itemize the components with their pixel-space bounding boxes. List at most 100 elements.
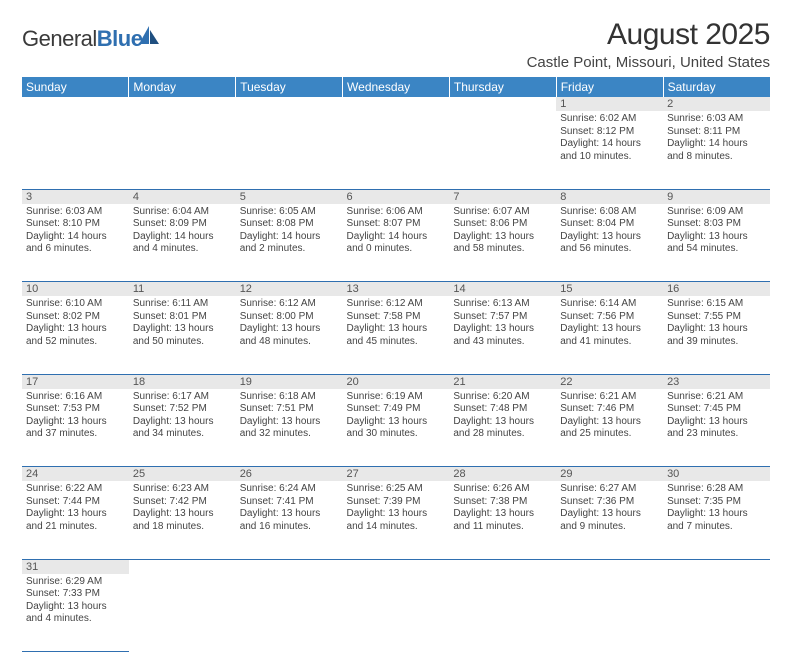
day-number-cell: 9	[663, 189, 770, 204]
sunrise-text: Sunrise: 6:27 AM	[560, 483, 659, 496]
day-number-cell: 16	[663, 282, 770, 297]
sunset-text: Sunset: 7:33 PM	[26, 588, 125, 601]
sunset-text: Sunset: 7:56 PM	[560, 311, 659, 324]
daylight-text: Daylight: 13 hours and 37 minutes.	[26, 416, 125, 441]
sunrise-text: Sunrise: 6:23 AM	[133, 483, 232, 496]
day-detail-cell	[129, 111, 236, 189]
day-number-cell: 5	[236, 189, 343, 204]
logo-text: GeneralBlue	[22, 26, 142, 52]
daylight-text: Daylight: 14 hours and 6 minutes.	[26, 231, 125, 256]
daylight-text: Daylight: 13 hours and 58 minutes.	[453, 231, 552, 256]
sunset-text: Sunset: 7:58 PM	[347, 311, 446, 324]
day-number-cell: 24	[22, 467, 129, 482]
day-number-cell	[129, 97, 236, 111]
day-number-cell: 26	[236, 467, 343, 482]
day-number-cell	[343, 559, 450, 574]
daylight-text: Daylight: 13 hours and 48 minutes.	[240, 323, 339, 348]
day-header: Tuesday	[236, 77, 343, 97]
day-number-cell: 14	[449, 282, 556, 297]
day-number-cell	[556, 559, 663, 574]
day-number-cell: 20	[343, 374, 450, 389]
daylight-text: Daylight: 14 hours and 2 minutes.	[240, 231, 339, 256]
sunrise-text: Sunrise: 6:13 AM	[453, 298, 552, 311]
daylight-text: Daylight: 13 hours and 14 minutes.	[347, 508, 446, 533]
day-number-cell: 4	[129, 189, 236, 204]
week-detail-row: Sunrise: 6:16 AMSunset: 7:53 PMDaylight:…	[22, 389, 770, 467]
day-number-cell: 17	[22, 374, 129, 389]
week-daynum-row: 31	[22, 559, 770, 574]
day-detail-cell: Sunrise: 6:18 AMSunset: 7:51 PMDaylight:…	[236, 389, 343, 467]
sunrise-text: Sunrise: 6:25 AM	[347, 483, 446, 496]
day-header: Saturday	[663, 77, 770, 97]
sunrise-text: Sunrise: 6:18 AM	[240, 391, 339, 404]
day-number-cell: 15	[556, 282, 663, 297]
day-number-cell: 19	[236, 374, 343, 389]
day-detail-cell: Sunrise: 6:04 AMSunset: 8:09 PMDaylight:…	[129, 204, 236, 282]
sunset-text: Sunset: 8:00 PM	[240, 311, 339, 324]
day-detail-cell	[22, 111, 129, 189]
day-number-cell	[129, 559, 236, 574]
day-header: Wednesday	[343, 77, 450, 97]
sunrise-text: Sunrise: 6:19 AM	[347, 391, 446, 404]
sunset-text: Sunset: 7:53 PM	[26, 403, 125, 416]
day-detail-cell	[236, 574, 343, 652]
logo-text-part1: General	[22, 26, 97, 51]
daylight-text: Daylight: 13 hours and 21 minutes.	[26, 508, 125, 533]
day-detail-cell: Sunrise: 6:19 AMSunset: 7:49 PMDaylight:…	[343, 389, 450, 467]
sunrise-text: Sunrise: 6:12 AM	[240, 298, 339, 311]
day-detail-cell: Sunrise: 6:05 AMSunset: 8:08 PMDaylight:…	[236, 204, 343, 282]
day-number-cell: 6	[343, 189, 450, 204]
calendar-header-row: SundayMondayTuesdayWednesdayThursdayFrid…	[22, 77, 770, 97]
sunrise-text: Sunrise: 6:26 AM	[453, 483, 552, 496]
day-detail-cell: Sunrise: 6:22 AMSunset: 7:44 PMDaylight:…	[22, 481, 129, 559]
day-number-cell: 11	[129, 282, 236, 297]
daylight-text: Daylight: 13 hours and 45 minutes.	[347, 323, 446, 348]
sunrise-text: Sunrise: 6:08 AM	[560, 206, 659, 219]
day-detail-cell: Sunrise: 6:28 AMSunset: 7:35 PMDaylight:…	[663, 481, 770, 559]
day-detail-cell	[449, 111, 556, 189]
day-detail-cell	[343, 574, 450, 652]
daylight-text: Daylight: 13 hours and 34 minutes.	[133, 416, 232, 441]
sunset-text: Sunset: 8:12 PM	[560, 126, 659, 139]
location-subtitle: Castle Point, Missouri, United States	[527, 54, 770, 71]
week-daynum-row: 17181920212223	[22, 374, 770, 389]
day-detail-cell: Sunrise: 6:16 AMSunset: 7:53 PMDaylight:…	[22, 389, 129, 467]
day-header: Thursday	[449, 77, 556, 97]
day-number-cell	[449, 559, 556, 574]
sunset-text: Sunset: 8:03 PM	[667, 218, 766, 231]
day-detail-cell: Sunrise: 6:06 AMSunset: 8:07 PMDaylight:…	[343, 204, 450, 282]
day-detail-cell: Sunrise: 6:13 AMSunset: 7:57 PMDaylight:…	[449, 296, 556, 374]
sunset-text: Sunset: 8:04 PM	[560, 218, 659, 231]
daylight-text: Daylight: 13 hours and 30 minutes.	[347, 416, 446, 441]
daylight-text: Daylight: 13 hours and 4 minutes.	[26, 601, 125, 626]
day-detail-cell: Sunrise: 6:27 AMSunset: 7:36 PMDaylight:…	[556, 481, 663, 559]
week-detail-row: Sunrise: 6:02 AMSunset: 8:12 PMDaylight:…	[22, 111, 770, 189]
day-detail-cell: Sunrise: 6:11 AMSunset: 8:01 PMDaylight:…	[129, 296, 236, 374]
day-detail-cell: Sunrise: 6:07 AMSunset: 8:06 PMDaylight:…	[449, 204, 556, 282]
daylight-text: Daylight: 13 hours and 18 minutes.	[133, 508, 232, 533]
day-number-cell: 8	[556, 189, 663, 204]
sunset-text: Sunset: 7:46 PM	[560, 403, 659, 416]
sunrise-text: Sunrise: 6:21 AM	[560, 391, 659, 404]
sunrise-text: Sunrise: 6:11 AM	[133, 298, 232, 311]
week-daynum-row: 3456789	[22, 189, 770, 204]
sunset-text: Sunset: 7:48 PM	[453, 403, 552, 416]
sunrise-text: Sunrise: 6:05 AM	[240, 206, 339, 219]
day-number-cell: 21	[449, 374, 556, 389]
day-detail-cell: Sunrise: 6:15 AMSunset: 7:55 PMDaylight:…	[663, 296, 770, 374]
daylight-text: Daylight: 13 hours and 16 minutes.	[240, 508, 339, 533]
month-title: August 2025	[527, 18, 770, 52]
day-number-cell: 22	[556, 374, 663, 389]
day-header: Friday	[556, 77, 663, 97]
logo-text-part2: Blue	[97, 26, 143, 51]
day-number-cell: 12	[236, 282, 343, 297]
day-detail-cell	[449, 574, 556, 652]
sunset-text: Sunset: 7:42 PM	[133, 496, 232, 509]
daylight-text: Daylight: 13 hours and 23 minutes.	[667, 416, 766, 441]
week-detail-row: Sunrise: 6:03 AMSunset: 8:10 PMDaylight:…	[22, 204, 770, 282]
day-number-cell	[663, 559, 770, 574]
day-detail-cell: Sunrise: 6:09 AMSunset: 8:03 PMDaylight:…	[663, 204, 770, 282]
day-detail-cell: Sunrise: 6:21 AMSunset: 7:46 PMDaylight:…	[556, 389, 663, 467]
daylight-text: Daylight: 13 hours and 11 minutes.	[453, 508, 552, 533]
day-detail-cell	[129, 574, 236, 652]
